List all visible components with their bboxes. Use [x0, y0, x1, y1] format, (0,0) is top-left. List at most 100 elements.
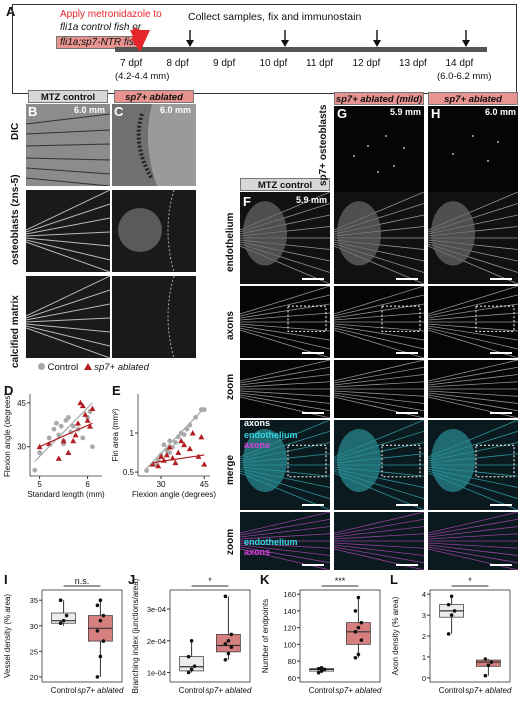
start-size: (4.2-4.4 mm)	[115, 71, 170, 82]
collect-text: Collect samples, fix and immunostain	[188, 11, 362, 23]
ablated-point	[198, 433, 205, 440]
data-point	[452, 609, 457, 613]
data-point	[359, 620, 364, 625]
ablated-fit-line	[152, 454, 205, 464]
row-label-zoom1: zoom	[225, 373, 236, 400]
timeline-day-14: 14 dpf	[445, 58, 474, 69]
overlay-axons-3: axons	[244, 547, 271, 557]
timeline-day-8: 8 dpf	[166, 58, 189, 69]
arrow-14dpf-icon	[462, 30, 470, 47]
significance-label: *	[208, 576, 212, 586]
scale-bar	[396, 564, 418, 566]
scale-bar	[490, 504, 512, 506]
header-mtz-control-f: MTZ control	[240, 178, 330, 191]
ablated-point	[175, 449, 182, 455]
data-point	[226, 638, 231, 643]
data-point	[61, 618, 66, 623]
panel-label-h: H	[431, 106, 441, 121]
panel-label-l: L	[390, 572, 398, 587]
y-tick-label: 20	[30, 673, 38, 682]
control-point	[58, 423, 64, 429]
image-f-zoom	[240, 360, 330, 418]
ablated-point	[82, 411, 89, 417]
x-tick-label: 30	[157, 480, 166, 489]
size-h: 6.0 mm	[485, 107, 517, 117]
panel-label-f: F	[243, 194, 251, 209]
y-tick-label: 60	[288, 674, 296, 683]
apply-text-2: fli1a control fish or	[60, 22, 142, 33]
control-point	[66, 415, 71, 420]
data-point	[319, 665, 324, 670]
data-point	[186, 670, 191, 675]
data-point	[446, 602, 451, 607]
ablated-point	[75, 420, 81, 426]
control-point	[201, 407, 207, 413]
panel-label-a: A	[6, 4, 16, 19]
data-point	[449, 594, 454, 599]
y-tick-label: 30	[17, 443, 26, 452]
image-h-zoom-merge	[428, 512, 518, 570]
scale-bar	[302, 412, 324, 414]
ablated-point	[172, 459, 179, 466]
image-g-endothelium	[334, 192, 424, 284]
data-point	[356, 625, 361, 630]
image-g-axons	[334, 286, 424, 358]
legend-ablated-icon	[83, 363, 92, 370]
image-g-zoom	[334, 360, 424, 418]
scale-bar	[396, 352, 418, 354]
x-tick-label: 6	[85, 480, 90, 489]
image-f-endothelium	[240, 192, 330, 284]
arrow-12dpf-icon	[373, 30, 381, 47]
ablated-point	[87, 423, 93, 429]
ablated-point	[84, 417, 91, 423]
data-point	[322, 667, 327, 672]
row-label-axons: axons	[225, 311, 236, 340]
data-point	[98, 598, 103, 603]
data-point	[356, 652, 361, 657]
image-h-osteoblasts	[428, 106, 518, 192]
arrow-8dpf-icon	[186, 30, 194, 47]
overlay-endothelium: endothelium	[244, 430, 298, 440]
data-point	[98, 618, 103, 623]
overlay-axons: axons	[244, 418, 271, 428]
y-tick-label: 1	[130, 429, 135, 438]
scale-bar	[302, 564, 324, 566]
image-b-matrix	[26, 276, 110, 358]
control-point	[54, 420, 59, 426]
x-category-label: sp7+ ablated	[77, 686, 124, 695]
timeline-axis	[115, 47, 487, 52]
ablated-point	[72, 432, 79, 438]
size-b: 6.0 mm	[74, 105, 106, 115]
y-tick-label: 35	[30, 596, 38, 605]
plot-frame	[429, 589, 511, 683]
arrow-10dpf-icon	[281, 30, 289, 47]
image-f-zoom-merge	[240, 512, 330, 570]
panel-label-i: I	[4, 572, 8, 587]
y-tick-label: 160	[283, 590, 296, 599]
row-label-osteoblasts: osteoblasts (zns-5)	[10, 174, 21, 265]
ablated-point	[79, 402, 86, 409]
y-tick-label: 0.5	[123, 468, 135, 477]
ablated-point	[55, 455, 62, 461]
timeline-day-7: 7 dpf	[120, 58, 143, 69]
timeline-svg	[115, 27, 487, 52]
ablated-point	[178, 437, 185, 444]
data-point	[229, 645, 234, 649]
box	[51, 612, 76, 624]
data-point	[226, 651, 231, 656]
size-f: 5.9 mm	[296, 195, 328, 205]
image-g-osteoblasts	[334, 106, 424, 192]
data-point	[223, 594, 228, 599]
significance-label: n.s.	[75, 576, 90, 586]
y-tick-label: 120	[283, 624, 296, 633]
data-point	[192, 664, 197, 668]
panel-label-b: B	[28, 104, 38, 119]
scale-bar	[396, 412, 418, 414]
header-sp7-mild: sp7+ ablated (mild)	[334, 92, 424, 105]
y-tick-label: 25	[30, 647, 38, 656]
data-point	[356, 595, 361, 600]
x-category-label: Control	[309, 686, 335, 695]
data-point	[353, 655, 358, 660]
ablated-point	[70, 437, 77, 444]
y-axis-label: Axon density (% area)	[391, 596, 400, 675]
